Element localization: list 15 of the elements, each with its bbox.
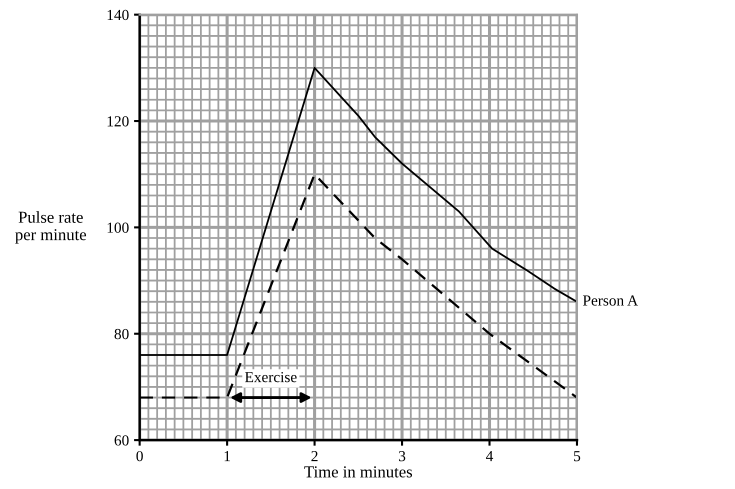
- annotation: Exercise: [244, 372, 297, 382]
- y-tick-label: 80: [114, 328, 129, 340]
- y-axis-title: Pulse rate per minute: [15, 211, 86, 244]
- y-tick-label: 140: [108, 10, 129, 20]
- x-tick-label: 2: [311, 451, 318, 462]
- x-tick-label: 4: [486, 451, 494, 462]
- y-tick-label: 100: [108, 222, 129, 233]
- y-tick-label: 60: [114, 435, 129, 446]
- y-tick-label: 120: [108, 116, 129, 126]
- x-tick-label: 3: [398, 451, 406, 462]
- x-axis-title: Time in minutes: [304, 466, 412, 478]
- x-tick-label: 1: [224, 451, 230, 462]
- x-tick-label: 5: [574, 451, 580, 462]
- x-tick-label: 0: [136, 450, 143, 462]
- series-label: Person A: [582, 295, 638, 306]
